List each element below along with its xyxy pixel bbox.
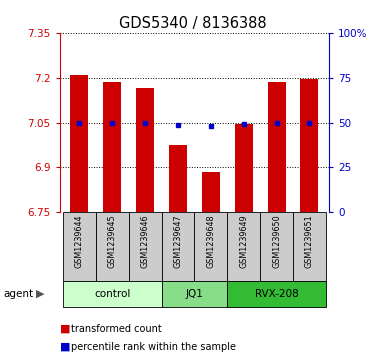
- Text: GSM1239646: GSM1239646: [141, 215, 150, 268]
- Bar: [227, 281, 326, 307]
- Text: RVX-208: RVX-208: [255, 289, 298, 299]
- Text: transformed count: transformed count: [71, 323, 162, 334]
- Bar: [129, 212, 162, 281]
- Text: JQ1: JQ1: [186, 289, 203, 299]
- Bar: [63, 212, 96, 281]
- Text: GSM1239647: GSM1239647: [174, 215, 182, 268]
- Bar: [300, 79, 318, 212]
- Text: GSM1239644: GSM1239644: [75, 215, 84, 268]
- Bar: [96, 212, 129, 281]
- Text: GSM1239648: GSM1239648: [206, 215, 215, 268]
- Bar: [63, 281, 162, 307]
- Text: ■: ■: [60, 342, 70, 352]
- Bar: [103, 82, 121, 212]
- Bar: [268, 82, 286, 212]
- Text: ■: ■: [60, 323, 70, 334]
- Bar: [136, 88, 154, 212]
- Text: GSM1239649: GSM1239649: [239, 215, 248, 268]
- Text: GSM1239645: GSM1239645: [108, 215, 117, 268]
- Text: GDS5340 / 8136388: GDS5340 / 8136388: [119, 16, 266, 31]
- Text: percentile rank within the sample: percentile rank within the sample: [71, 342, 236, 352]
- Text: GSM1239651: GSM1239651: [305, 215, 314, 268]
- Text: agent: agent: [4, 289, 34, 299]
- Bar: [162, 281, 227, 307]
- Bar: [260, 212, 293, 281]
- Bar: [169, 145, 187, 212]
- Text: control: control: [94, 289, 131, 299]
- Text: ▶: ▶: [36, 289, 45, 299]
- Bar: [202, 172, 220, 212]
- Text: GSM1239650: GSM1239650: [272, 215, 281, 268]
- Bar: [194, 212, 227, 281]
- Bar: [293, 212, 326, 281]
- Bar: [227, 212, 260, 281]
- Bar: [70, 74, 89, 212]
- Bar: [162, 212, 194, 281]
- Bar: [235, 124, 253, 212]
